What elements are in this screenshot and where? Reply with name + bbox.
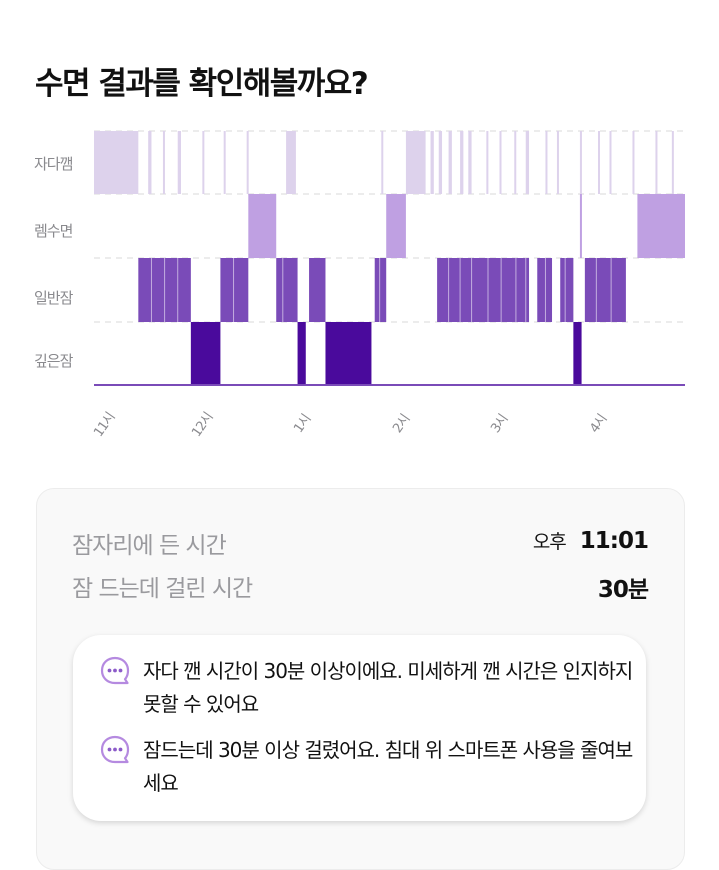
advice-text: 자다 깬 시간이 30분 이상이에요. 미세하게 깬 시간은 인지하지 못할 수… xyxy=(143,659,633,716)
sleep-segment xyxy=(579,131,582,194)
chat-bubble-icon xyxy=(100,656,130,685)
sleep-segment xyxy=(162,131,165,194)
sleep-segment xyxy=(223,131,226,194)
advice-item: 자다 깬 시간이 30분 이상이에요. 미세하게 깬 시간은 인지하지 못할 수… xyxy=(99,655,633,721)
sleep-latency-label: 잠 드는데 걸린 시간 xyxy=(72,576,253,602)
chart-bars xyxy=(94,131,685,386)
stage-label-rem: 렘수면 xyxy=(34,222,73,240)
sleep-segment xyxy=(545,131,548,194)
sleep-segment xyxy=(386,194,406,258)
sleep-segment xyxy=(584,258,626,322)
sleep-segment xyxy=(468,131,472,194)
sleep-segment xyxy=(94,131,139,194)
sleep-segment xyxy=(381,131,384,194)
sleep-segment xyxy=(499,131,502,194)
bedtime-value: 오후 11:01 xyxy=(532,527,649,554)
sleep-segment xyxy=(309,258,326,322)
sleep-segment xyxy=(448,131,452,194)
bedtime-label: 잠자리에 든 시간 xyxy=(72,533,227,559)
sleep-segment xyxy=(374,258,387,322)
sleep-segment xyxy=(148,131,152,194)
sleep-segment xyxy=(297,322,306,385)
chat-bubble-icon xyxy=(100,735,130,764)
sleep-stage-chart xyxy=(94,130,685,386)
sleep-segment xyxy=(655,131,658,194)
sleep-segment xyxy=(525,131,530,194)
sleep-segment xyxy=(248,194,277,258)
sleep-segment xyxy=(286,131,296,194)
sleep-segment xyxy=(460,131,464,194)
sleep-segment xyxy=(246,131,249,194)
advice-text: 잠드는데 30분 이상 걸렸어요. 침대 위 스마트폰 사용을 줄여보세요 xyxy=(143,738,633,795)
sleep-segment xyxy=(556,131,559,194)
stage-label-light: 일반잠 xyxy=(34,289,73,307)
sleep-segment xyxy=(438,131,443,194)
sleep-latency-value: 30분 xyxy=(597,577,649,603)
stage-label-deep: 깊은잠 xyxy=(34,352,73,370)
sleep-segment xyxy=(276,258,298,322)
sleep-segment xyxy=(579,194,582,258)
bedtime-ampm: 오후 xyxy=(532,531,567,553)
advice-item: 잠드는데 30분 이상 걸렸어요. 침대 위 스마트폰 사용을 줄여보세요 xyxy=(99,734,633,800)
sleep-segment xyxy=(537,258,553,322)
sleep-segment xyxy=(486,131,489,194)
sleep-segment xyxy=(202,131,205,194)
sleep-segment xyxy=(573,322,582,385)
sleep-segment xyxy=(177,131,182,194)
page-title: 수면 결과를 확인해볼까요? xyxy=(35,66,369,102)
sleep-segment xyxy=(437,258,530,322)
sleep-segment xyxy=(597,131,600,194)
sleep-segment xyxy=(405,131,426,194)
sleep-segment xyxy=(325,322,372,385)
stage-label-awake: 자다깸 xyxy=(34,155,73,173)
sleep-segment xyxy=(671,131,674,194)
sleep-segment xyxy=(220,258,249,322)
sleep-segment xyxy=(190,322,221,385)
sleep-summary-card: 잠자리에 든 시간 오후 11:01 잠 드는데 걸린 시간 30분 자다 깬 시… xyxy=(36,488,685,870)
sleep-segment xyxy=(560,258,574,322)
sleep-segment xyxy=(637,194,685,258)
sleep-segment xyxy=(430,131,434,194)
sleep-segment xyxy=(632,131,635,194)
bedtime-time: 11:01 xyxy=(579,528,649,554)
sleep-segment xyxy=(609,131,612,194)
advice-box: 자다 깬 시간이 30분 이상이에요. 미세하게 깬 시간은 인지하지 못할 수… xyxy=(73,635,646,821)
sleep-segment xyxy=(514,131,517,194)
